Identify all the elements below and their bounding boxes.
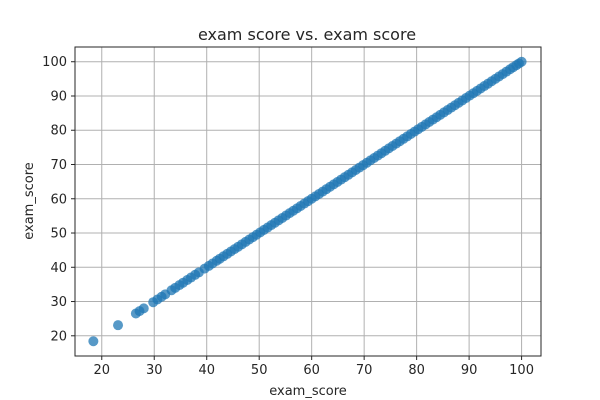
x-axis-label: exam_score	[269, 384, 347, 399]
y-tick-label: 50	[50, 227, 67, 242]
y-tick-label: 20	[50, 329, 67, 344]
x-tick-label: 70	[356, 363, 373, 378]
y-tick-label: 70	[50, 158, 67, 173]
x-tick-label: 80	[408, 363, 425, 378]
y-tick-label: 100	[42, 55, 67, 70]
data-point	[88, 336, 99, 347]
y-tick-label: 90	[50, 89, 67, 104]
y-tick-label: 60	[50, 192, 67, 207]
data-point	[113, 320, 124, 331]
plot-frame	[74, 46, 542, 357]
data-points	[88, 56, 527, 347]
y-axis-label: exam_score	[22, 162, 37, 240]
x-tick-label: 100	[509, 363, 534, 378]
y-tick-label: 80	[50, 124, 67, 139]
y-tick-label: 30	[50, 295, 67, 310]
x-tick-label: 20	[93, 363, 110, 378]
data-point	[516, 56, 527, 67]
y-axis-ticks: 20 30 40 50 60 70 80 90 100	[42, 55, 75, 344]
data-point	[138, 303, 149, 314]
x-tick-label: 60	[303, 363, 320, 378]
x-tick-label: 50	[251, 363, 268, 378]
y-tick-label: 40	[50, 261, 67, 276]
x-tick-label: 90	[461, 363, 478, 378]
chart-title: exam score vs. exam score	[198, 25, 416, 44]
x-axis-ticks: 20 30 40 50 60 70 80 90 100	[93, 356, 534, 378]
x-tick-label: 30	[146, 363, 163, 378]
x-tick-label: 40	[198, 363, 215, 378]
